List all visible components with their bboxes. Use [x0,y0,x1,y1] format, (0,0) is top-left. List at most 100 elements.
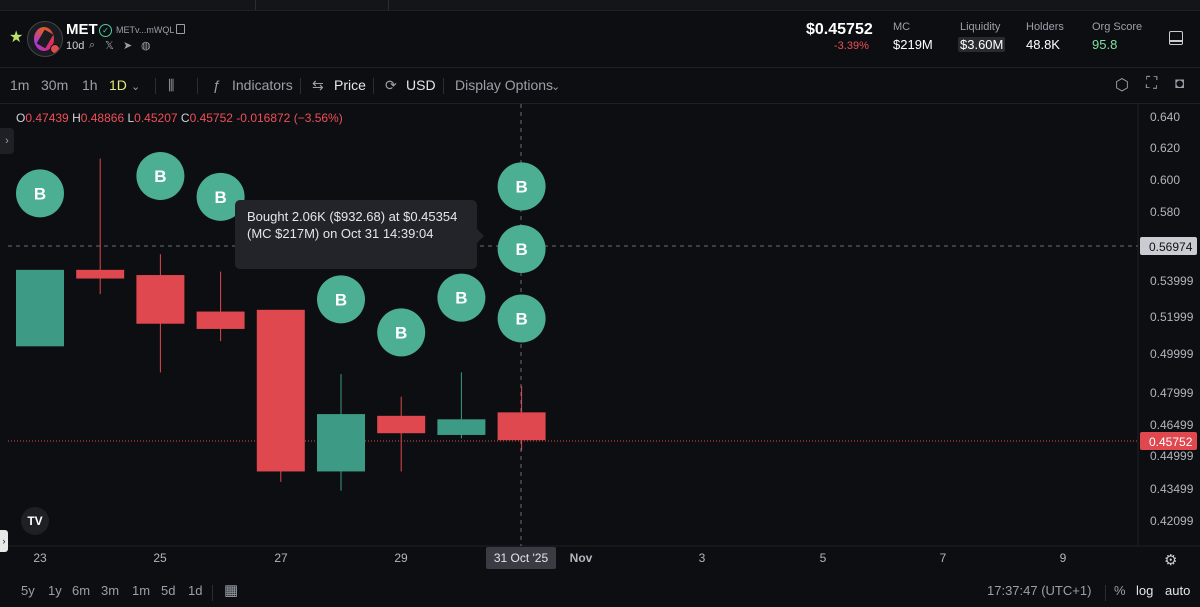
usd-toggle[interactable]: USD [406,77,436,93]
candle-body [377,415,426,434]
buy-marker-label: B [395,323,407,342]
divider [300,78,301,94]
currency-icon[interactable]: ⟳ [385,77,397,93]
ohlc-open: 0.47439 [25,111,69,125]
buy-marker [497,162,546,211]
candle-body [256,309,305,472]
divider [255,0,256,10]
range-6m[interactable]: 6m [72,583,91,598]
candle-body [136,275,185,324]
clock-time[interactable]: 17:37:47 (UTC+1) [987,583,1092,598]
token-name: MET [66,21,98,38]
ohlc-high-label: H [72,111,81,125]
stat-value-liquidity: $3.60M [958,37,1006,52]
camera-icon[interactable]: ◘ [1175,75,1185,92]
y-tick-label: 0.51999 [1150,310,1194,324]
star-icon[interactable]: ★ [9,29,24,46]
candle-body [16,269,64,347]
ohlc-legend: O0.47439 H0.48866 L0.45207 C0.45752 -0.0… [16,111,343,125]
candle-body [437,419,486,435]
chevron-down-icon[interactable]: ⌄ [551,81,561,93]
crosshair-price-box [1140,236,1197,255]
stat-value-holders: 48.8K [1026,37,1060,52]
candle-body [497,412,546,441]
display-options-button[interactable]: Display Options [455,77,554,93]
panel-toggle-icon[interactable] [1169,31,1183,45]
buy-marker [317,275,365,324]
percent-toggle[interactable]: % [1114,583,1126,598]
chevron-down-icon[interactable]: ⌄ [131,81,141,93]
buy-marker-label: B [34,184,46,203]
stat-label-org-score: Org Score [1092,21,1143,33]
interval-1h[interactable]: 1h [82,77,98,93]
y-tick-label: 0.49999 [1150,347,1194,361]
indicators-button[interactable]: Indicators [232,77,293,93]
divider [212,585,213,601]
ohlc-high: 0.48866 [80,111,125,125]
token-address[interactable]: METv...mWQL [116,25,175,35]
stat-label-holders: Holders [1026,21,1064,33]
globe-icon[interactable]: ◍ [141,40,151,52]
candle-body [196,311,245,329]
fullscreen-icon[interactable]: ⛶ [1146,75,1158,92]
range-1m[interactable]: 1m [132,583,151,598]
buy-marker [16,169,64,218]
x-tick-label: 29 [394,551,408,565]
range-5y[interactable]: 5y [21,583,35,598]
y-tick-label: 0.46499 [1150,418,1194,432]
search-icon[interactable]: ⌕ [89,39,96,51]
interval-30m[interactable]: 30m [41,77,69,93]
candles-icon[interactable]: ⫼ [168,77,175,93]
stat-value-org-score: 95.8 [1092,37,1118,52]
interval-1d[interactable]: 1D [109,77,127,93]
stat-label-liquidity: Liquidity [960,21,1001,33]
bottom-bar: 5y 1y 6m 3m 1m 5d 1d ▦ 17:37:47 (UTC+1) … [0,578,1200,607]
token-logo [27,21,63,57]
ohlc-close-label: C [180,111,190,125]
y-tick-label: 0.580 [1150,205,1180,219]
verified-icon: ✓ [99,24,112,37]
log-toggle[interactable]: log [1136,583,1154,598]
range-5d[interactable]: 5d [161,583,176,598]
x-tick-label: 27 [274,551,288,565]
divider [443,78,444,94]
x-tick-label: 9 [1060,551,1067,565]
swap-icon[interactable]: ⇆ [312,77,324,93]
y-tick-label: 0.44999 [1150,449,1194,463]
token-age: 10d [66,40,85,52]
divider [388,0,389,10]
gear-icon[interactable]: ⚙ [1164,552,1178,569]
crosshair-price-label: 0.56974 [1149,240,1193,254]
buy-marker [196,172,245,221]
interval-1m[interactable]: 1m [10,77,30,93]
auto-toggle[interactable]: auto [1165,583,1191,598]
calendar-icon[interactable]: ▦ [224,582,239,599]
expand-left-button[interactable]: › [0,128,14,154]
range-1d[interactable]: 1d [188,583,203,598]
buy-marker-label: B [515,177,527,196]
ohlc-change: -0.016872 (−3.56%) [236,111,343,125]
crosshair-date-box [486,547,556,569]
buy-marker-label: B [515,310,527,329]
price-toggle[interactable]: Price [334,77,366,93]
copy-icon[interactable] [176,24,185,34]
buy-marker [497,294,546,343]
indicators-icon: ƒ [213,77,221,93]
buy-marker-label: B [455,289,467,308]
range-3m[interactable]: 3m [101,583,120,598]
range-1y[interactable]: 1y [48,583,62,598]
trade-tooltip: Bought 2.06K ($932.68) at $0.45354 (MC $… [235,200,484,269]
x-tick-label: 3 [699,551,706,565]
divider [197,78,198,94]
telegram-icon[interactable]: ➤ [123,40,133,52]
buy-marker-label: B [154,167,166,186]
price-chart[interactable]: 0.6400.6200.6000.5800.559990.539990.5199… [0,104,1200,574]
top-strip [0,0,1200,11]
tradingview-logo[interactable]: TV [21,507,49,535]
y-tick-label: 0.620 [1150,141,1180,155]
x-twitter-icon[interactable]: 𝕏 [105,40,114,52]
buy-marker-label: B [214,188,226,207]
buy-marker [437,273,486,322]
expand-drawer-button[interactable]: › [0,530,8,552]
settings-hex-icon[interactable]: ⬡ [1115,77,1129,94]
